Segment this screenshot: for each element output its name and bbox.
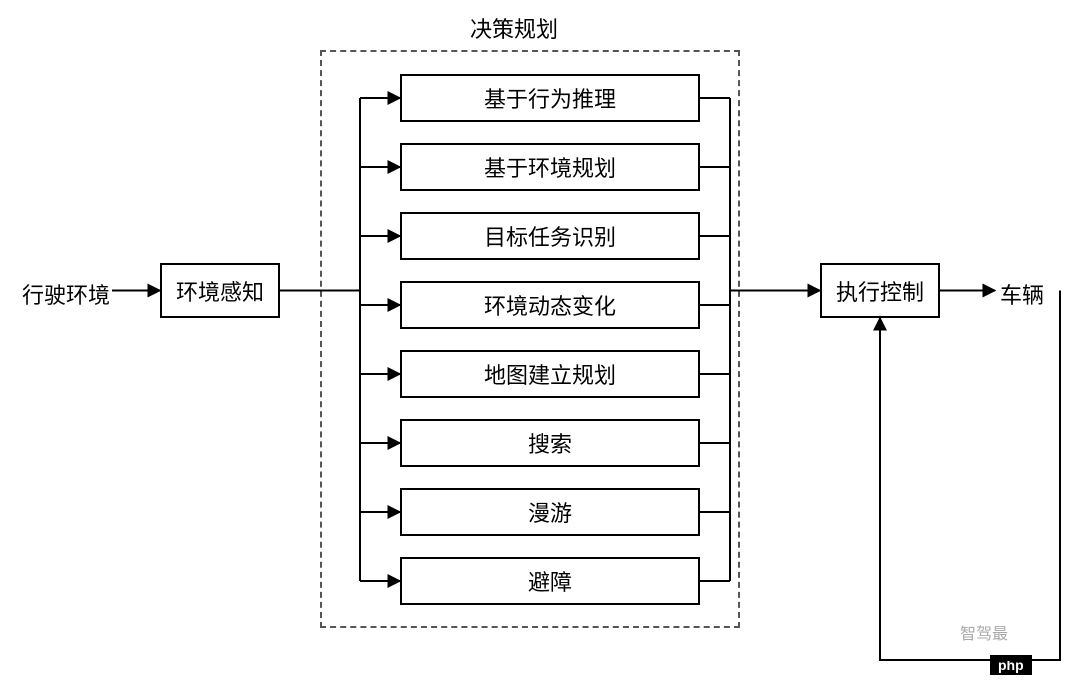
decision-planning-container [320, 50, 740, 628]
roaming-node: 漫游 [400, 488, 700, 536]
n6-text: 搜索 [528, 427, 572, 459]
watermark-text: 智驾最 [960, 620, 1008, 644]
watermark-content: 智驾最 [960, 626, 1008, 643]
n7-text: 漫游 [528, 496, 572, 528]
execution-control-node: 执行控制 [820, 263, 940, 318]
env-perception-text: 环境感知 [176, 275, 264, 307]
obstacle-avoidance-node: 避障 [400, 557, 700, 605]
php-logo: php [990, 655, 1032, 675]
target-task-recognition-node: 目标任务识别 [400, 212, 700, 260]
map-building-planning-node: 地图建立规划 [400, 350, 700, 398]
n2-text: 基于环境规划 [484, 151, 616, 183]
environment-perception-node: 环境感知 [160, 263, 280, 318]
environment-dynamic-change-node: 环境动态变化 [400, 281, 700, 329]
behavior-reasoning-node: 基于行为推理 [400, 74, 700, 122]
exec-control-text: 执行控制 [836, 275, 924, 307]
n4-text: 环境动态变化 [484, 289, 616, 321]
vehicle-label: 车辆 [1000, 278, 1060, 308]
php-logo-container: php 网 [990, 655, 1006, 675]
decision-planning-title: 决策规划 [470, 12, 570, 42]
n5-text: 地图建立规划 [484, 358, 616, 390]
n8-text: 避障 [528, 565, 572, 597]
search-node: 搜索 [400, 419, 700, 467]
driving-environment-label: 行驶环境 [22, 278, 122, 308]
n3-text: 目标任务识别 [484, 220, 616, 252]
environment-planning-node: 基于环境规划 [400, 143, 700, 191]
n1-text: 基于行为推理 [484, 82, 616, 114]
